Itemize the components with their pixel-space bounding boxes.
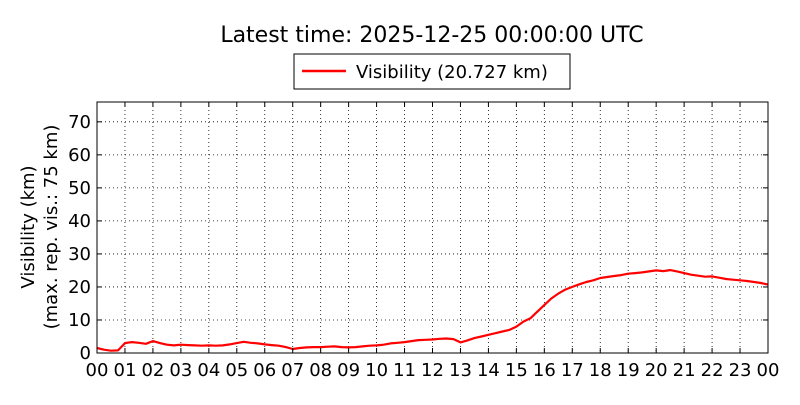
y-tick-label: 40 [68, 211, 91, 232]
y-axis-sublabel: (max. rep. vis.: 75 km) [41, 125, 62, 330]
y-axis-label: Visibility (km) [18, 165, 39, 288]
x-tick-label: 09 [337, 360, 360, 381]
y-tick-label: 50 [68, 178, 91, 199]
y-tick-label: 60 [68, 145, 91, 166]
x-tick-label: 23 [729, 360, 752, 381]
plot-background [97, 102, 768, 353]
x-tick-label: 01 [114, 360, 137, 381]
x-tick-label: 22 [701, 360, 724, 381]
x-tick-label: 20 [645, 360, 668, 381]
x-tick-label: 06 [253, 360, 276, 381]
y-tick-label: 20 [68, 277, 91, 298]
x-tick-label: 15 [505, 360, 528, 381]
chart-title: Latest time: 2025-12-25 00:00:00 UTC [220, 23, 643, 48]
legend: Visibility (20.727 km) [293, 53, 571, 90]
y-tick-label: 0 [80, 343, 91, 364]
x-tick-label: 04 [197, 360, 220, 381]
x-tick-label: 19 [617, 360, 640, 381]
legend-label: Visibility (20.727 km) [356, 62, 548, 83]
x-tick-label: 12 [421, 360, 444, 381]
x-tick-label: 13 [449, 360, 472, 381]
y-axis: 0 10 20 30 40 50 60 70 [68, 112, 768, 364]
y-tick-label: 70 [68, 112, 91, 133]
x-tick-label: 05 [225, 360, 248, 381]
x-tick-label: 18 [589, 360, 612, 381]
x-tick-label: 16 [533, 360, 556, 381]
x-axis: 00 01 02 03 04 05 06 07 08 09 10 11 12 13 14 15 16 17 18 19… [86, 102, 780, 381]
x-tick-label: 10 [365, 360, 388, 381]
y-tick-label: 30 [68, 244, 91, 265]
x-tick-label: 17 [561, 360, 584, 381]
x-tick-label: 00 [86, 360, 109, 381]
y-axis-title: Visibility (km) (max. rep. vis.: 75 km) [18, 125, 62, 330]
x-tick-label: 08 [309, 360, 332, 381]
x-tick-label: 03 [169, 360, 192, 381]
x-tick-label: 00 [757, 360, 780, 381]
x-tick-label: 07 [281, 360, 304, 381]
series-line [96, 269, 769, 352]
x-tick-label: 02 [141, 360, 164, 381]
plot-area [96, 101, 769, 354]
x-tick-label: 11 [393, 360, 416, 381]
y-tick-label: 10 [68, 310, 91, 331]
x-tick-label: 21 [673, 360, 696, 381]
x-tick-label: 14 [477, 360, 500, 381]
